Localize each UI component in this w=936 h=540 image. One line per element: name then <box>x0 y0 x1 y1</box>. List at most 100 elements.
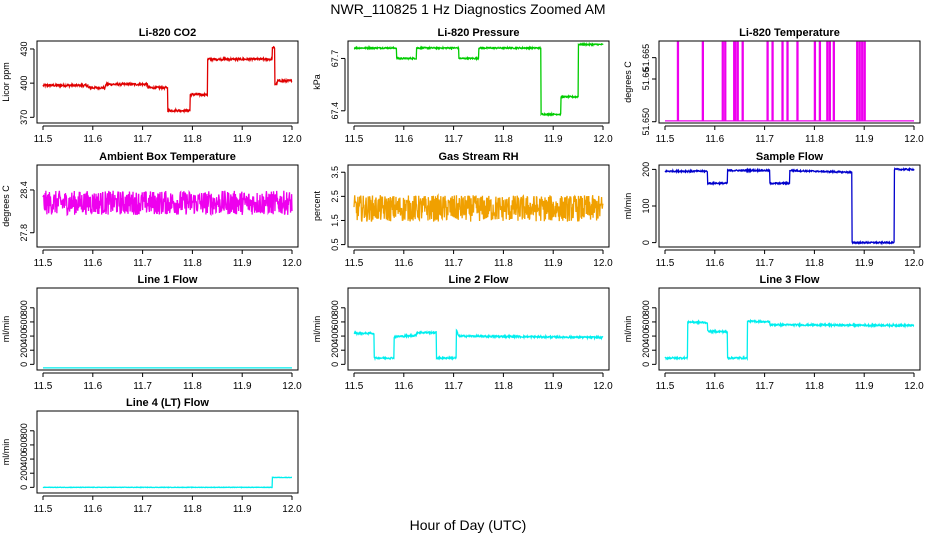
y-tick-label: 0.5 <box>330 238 340 251</box>
y-axis-label: degrees C <box>1 185 11 227</box>
x-tick-label: 11.6 <box>83 134 102 145</box>
panel-title: Line 3 Flow <box>760 274 820 286</box>
x-tick-label: 11.6 <box>83 381 102 392</box>
y-tick-label: 600 <box>330 314 340 329</box>
x-tick-label: 11.7 <box>755 134 774 145</box>
plot-frame <box>658 164 921 248</box>
y-tick-label: 400 <box>641 329 651 344</box>
y-tick-label: 800 <box>330 300 340 315</box>
panel-title: Gas Stream RH <box>438 151 518 163</box>
chart-panel: Line 2 Flow 11.5 11.6 11.7 11.8 11.9 12.0 0 2004… <box>312 274 613 392</box>
x-tick-label: 11.7 <box>755 381 774 392</box>
x-tick-label: 12.0 <box>282 134 302 145</box>
x-tick-label: 11.7 <box>444 381 463 392</box>
y-tick-label: 100 <box>641 198 651 213</box>
panel-title: Li-820 CO2 <box>139 27 196 39</box>
y-tick-label: 51.650 <box>641 108 651 136</box>
plot-frame <box>658 287 921 371</box>
x-tick-label: 11.5 <box>656 134 675 145</box>
y-tick-label: 200 <box>19 466 29 481</box>
chart-panel: Li-820 CO2 11.5 11.6 11.7 11.8 11.9 12.0 370 400… <box>1 27 302 145</box>
x-tick-label: 11.9 <box>544 258 563 269</box>
x-tick-label: 11.5 <box>345 258 364 269</box>
plot-frame <box>36 410 299 494</box>
series-line <box>42 189 293 217</box>
y-axis-label: ml/min <box>623 193 633 220</box>
y-tick-label: 600 <box>641 314 651 329</box>
x-tick-label: 11.5 <box>34 258 53 269</box>
x-tick-label: 12.0 <box>593 258 613 269</box>
series-line <box>665 41 914 122</box>
plot-frame <box>36 40 299 124</box>
x-tick-label: 11.9 <box>233 381 252 392</box>
x-tick-label: 11.6 <box>394 258 413 269</box>
y-tick-label: 400 <box>19 452 29 467</box>
chart-panel: Line 3 Flow 11.5 11.6 11.7 11.8 11.9 12.0 0 2004… <box>623 274 924 392</box>
x-tick-label: 12.0 <box>593 381 613 392</box>
chart-panel: Line 4 (LT) Flow 11.5 11.6 11.7 11.8 11.9 12.0… <box>1 397 302 515</box>
series-line <box>353 328 604 362</box>
y-tick-label: 0 <box>19 362 29 367</box>
y-axis-label: degrees C <box>623 61 633 103</box>
y-tick-label: 67.7 <box>330 50 340 68</box>
plot-frame <box>347 164 610 248</box>
x-tick-label: 12.0 <box>282 381 302 392</box>
y-tick-label: 370 <box>19 110 29 125</box>
y-axis-label: ml/min <box>1 316 11 343</box>
y-tick-label: 2.5 <box>330 190 340 203</box>
y-tick-label: 0 <box>641 240 651 245</box>
x-tick-label: 11.8 <box>805 134 824 145</box>
x-tick-label: 11.7 <box>133 381 152 392</box>
x-tick-label: 11.9 <box>233 134 252 145</box>
x-tick-label: 11.7 <box>444 134 463 145</box>
x-tick-label: 12.0 <box>904 134 924 145</box>
x-tick-label: 11.8 <box>805 381 824 392</box>
x-tick-label: 11.5 <box>34 381 53 392</box>
y-tick-label: 200 <box>641 162 651 177</box>
x-tick-label: 11.8 <box>183 258 202 269</box>
x-tick-label: 11.8 <box>494 258 513 269</box>
x-tick-label: 11.6 <box>83 258 102 269</box>
x-tick-label: 12.0 <box>593 134 613 145</box>
x-tick-label: 11.7 <box>133 258 152 269</box>
x-tick-label: 11.9 <box>233 504 252 515</box>
x-tick-label: 11.7 <box>133 134 152 145</box>
x-tick-label: 11.7 <box>444 258 463 269</box>
y-tick-label: 430 <box>19 41 29 56</box>
x-tick-label: 12.0 <box>904 381 924 392</box>
series-line <box>664 166 915 246</box>
plot-frame <box>36 287 299 371</box>
series-line <box>353 41 604 117</box>
y-tick-label: 600 <box>19 314 29 329</box>
x-tick-label: 11.6 <box>394 134 413 145</box>
y-tick-label: 0 <box>330 362 340 367</box>
x-tick-label: 11.6 <box>394 381 413 392</box>
x-tick-label: 11.5 <box>345 134 364 145</box>
y-axis-label: ml/min <box>312 316 322 343</box>
y-tick-label: 0 <box>641 362 651 367</box>
x-tick-label: 11.9 <box>233 258 252 269</box>
series-line <box>664 318 915 361</box>
x-tick-label: 11.7 <box>755 258 774 269</box>
x-tick-label: 11.6 <box>705 134 724 145</box>
x-tick-label: 11.8 <box>183 134 202 145</box>
y-tick-label: 800 <box>641 300 651 315</box>
x-tick-label: 11.9 <box>855 134 874 145</box>
panel-title: Line 2 Flow <box>449 274 509 286</box>
y-tick-label: 0 <box>19 485 29 490</box>
x-tick-label: 11.6 <box>705 381 724 392</box>
y-tick-label: 200 <box>330 343 340 358</box>
chart-panel: Li-820 Pressure 11.5 11.6 11.7 11.8 11.9 12.0 6… <box>312 27 613 145</box>
chart-panel: Gas Stream RH 11.5 11.6 11.7 11.8 11.9 12.0 0.5… <box>312 151 613 269</box>
y-tick-label: 400 <box>330 329 340 344</box>
x-tick-label: 11.9 <box>544 381 563 392</box>
plot-frame <box>347 287 610 371</box>
x-tick-label: 12.0 <box>282 258 302 269</box>
y-tick-label: 51.66 <box>641 68 651 91</box>
panel-title: Line 4 (LT) Flow <box>126 397 209 409</box>
x-tick-label: 11.6 <box>705 258 724 269</box>
x-tick-label: 11.9 <box>855 258 874 269</box>
series-line <box>353 193 604 222</box>
y-tick-label: 400 <box>19 329 29 344</box>
chart-panel: Sample Flow 11.5 11.6 11.7 11.8 11.9 12.0 0 100 2… <box>623 151 924 269</box>
